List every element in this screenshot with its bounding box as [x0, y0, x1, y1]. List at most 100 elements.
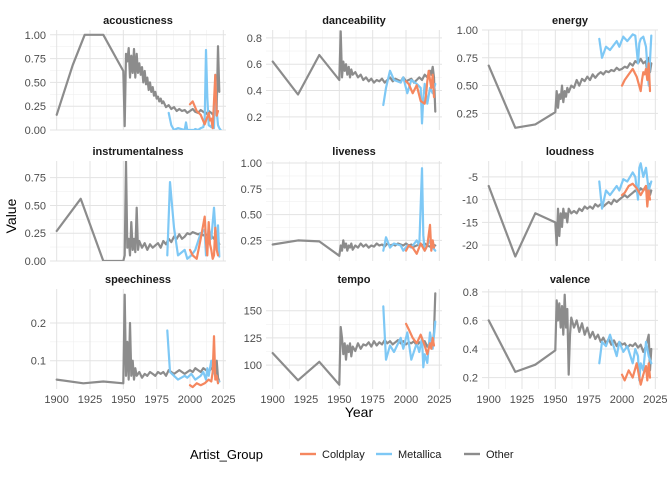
legend-title: Artist_Group	[190, 447, 263, 462]
y-tick-label: -5	[468, 172, 478, 184]
series-lines	[271, 167, 437, 257]
panel-title: loudness	[546, 146, 594, 158]
x-tick-label: 2000	[610, 394, 634, 406]
y-tick-label: 1.00	[25, 30, 46, 42]
series-line-coldplay	[404, 223, 436, 255]
y-tick-label: 0.6	[463, 315, 478, 327]
series-line-coldplay	[620, 62, 652, 93]
panel-energy: energy 0.25 0.50 0.75 1.00	[457, 15, 658, 130]
y-tick-label: 0.50	[241, 210, 262, 222]
series-lines	[487, 293, 653, 386]
gridlines	[50, 30, 226, 131]
y-tick-label: 0.50	[25, 77, 46, 89]
x-tick-label: 1950	[111, 394, 135, 406]
x-tick-label: 2025	[427, 394, 451, 406]
panel-title: valence	[550, 274, 590, 286]
series-line-metallica	[382, 69, 437, 125]
y-tick-label: 0.8	[463, 287, 478, 299]
x-tick-label: 2000	[178, 394, 202, 406]
series-line-other	[55, 293, 221, 385]
y-tick-label: -20	[462, 240, 478, 252]
y-axis-title: Value	[3, 198, 19, 233]
series-line-coldplay	[404, 322, 436, 356]
y-tick-label: 0.25	[25, 228, 46, 240]
x-tick-label: 2025	[643, 394, 667, 406]
y-tick-label: 0.2	[463, 373, 478, 385]
y-tick-label: 0.00	[25, 256, 46, 268]
series-line-coldplay	[620, 362, 652, 386]
series-line-coldplay	[404, 69, 436, 105]
panel-liveness: liveness 0.25 0.50 0.75 1.00	[241, 146, 442, 261]
y-tick-label: 1.00	[241, 158, 262, 170]
x-tick-label: 1900	[260, 394, 284, 406]
y-tick-label: 0.75	[25, 173, 46, 185]
series-lines	[271, 292, 437, 386]
x-tick-label: 1975	[360, 394, 384, 406]
y-tick-label: 150	[244, 306, 262, 318]
x-tick-label: 1950	[543, 394, 567, 406]
series-line-coldplay	[188, 335, 220, 389]
y-tick-label: 1.00	[457, 25, 478, 37]
x-tick-label: 1975	[144, 394, 168, 406]
series-lines	[55, 293, 221, 389]
x-tick-label: 1925	[294, 394, 318, 406]
legend: Artist_Group Coldplay Metallica Other	[190, 447, 514, 462]
y-tick-label: 0.75	[457, 53, 478, 65]
y-tick-label: -10	[462, 195, 478, 207]
series-lines	[55, 161, 221, 261]
y-tick-label: 0.50	[25, 200, 46, 212]
series-line-other	[487, 293, 653, 376]
series-line-coldplay	[188, 73, 220, 130]
series-line-other	[271, 292, 437, 386]
panel-loudness: loudness -20 -15 -10 -5	[462, 146, 658, 261]
legend-item-coldplay: Coldplay	[300, 449, 365, 461]
x-tick-label: 1900	[44, 394, 68, 406]
y-tick-label: 0.2	[247, 112, 262, 124]
y-tick-label: 0.25	[457, 108, 478, 120]
series-lines	[55, 33, 222, 130]
y-tick-label: 0.6	[247, 59, 262, 71]
x-tick-label: 1975	[576, 394, 600, 406]
series-line-coldplay	[188, 215, 220, 260]
x-tick-label: 2025	[211, 394, 235, 406]
x-tick-label: 1925	[510, 394, 534, 406]
y-tick-label: 0.25	[25, 101, 46, 113]
series-line-metallica	[598, 33, 653, 87]
x-tick-label: 1925	[78, 394, 102, 406]
legend-label: Metallica	[398, 449, 442, 461]
panel-danceability: danceability 0.2 0.4 0.6 0.8	[247, 15, 442, 130]
y-tick-label: 0.2	[31, 318, 46, 330]
x-tick-label: 1950	[327, 394, 351, 406]
panel-title: liveness	[332, 146, 375, 158]
series-line-metallica	[598, 162, 653, 210]
y-tick-label: -15	[462, 217, 478, 229]
x-tick-label: 2000	[394, 394, 418, 406]
y-tick-label: 0.75	[241, 184, 262, 196]
legend-label: Other	[486, 449, 514, 461]
series-line-coldplay	[620, 182, 652, 208]
y-tick-label: 0.8	[247, 33, 262, 45]
panel-speechiness: speechiness 0.1 0.2 1900 1925 1950 1975 2000 202…	[31, 274, 236, 406]
series-line-other	[271, 239, 437, 257]
panel-valence: valence 0.2 0.4 0.6 0.8 1900 1925 1950 1975 2000 2…	[463, 274, 668, 406]
series-line-other	[55, 161, 221, 261]
panel-title: instrumentalness	[92, 146, 183, 158]
facet-panels: acousticness 0.00 0.25 0.50 0.75 1.00 danceabi…	[25, 15, 668, 406]
gridlines	[482, 29, 658, 130]
panel-title: danceability	[322, 15, 386, 27]
series-line-other	[55, 33, 221, 128]
gridlines	[50, 289, 226, 389]
x-tick-label: 1900	[476, 394, 500, 406]
legend-item-other: Other	[464, 449, 514, 461]
x-axis-title: Year	[345, 404, 374, 420]
panel-title: speechiness	[105, 274, 171, 286]
series-lines	[271, 30, 437, 125]
series-line-metallica	[598, 333, 653, 382]
panel-tempo: tempo 100 125 150 1900 1925 1950 1975 2000 2025	[244, 274, 452, 406]
series-line-other	[271, 30, 437, 113]
y-tick-label: 125	[244, 333, 262, 345]
y-tick-label: 0.75	[25, 54, 46, 66]
series-lines	[487, 33, 653, 129]
